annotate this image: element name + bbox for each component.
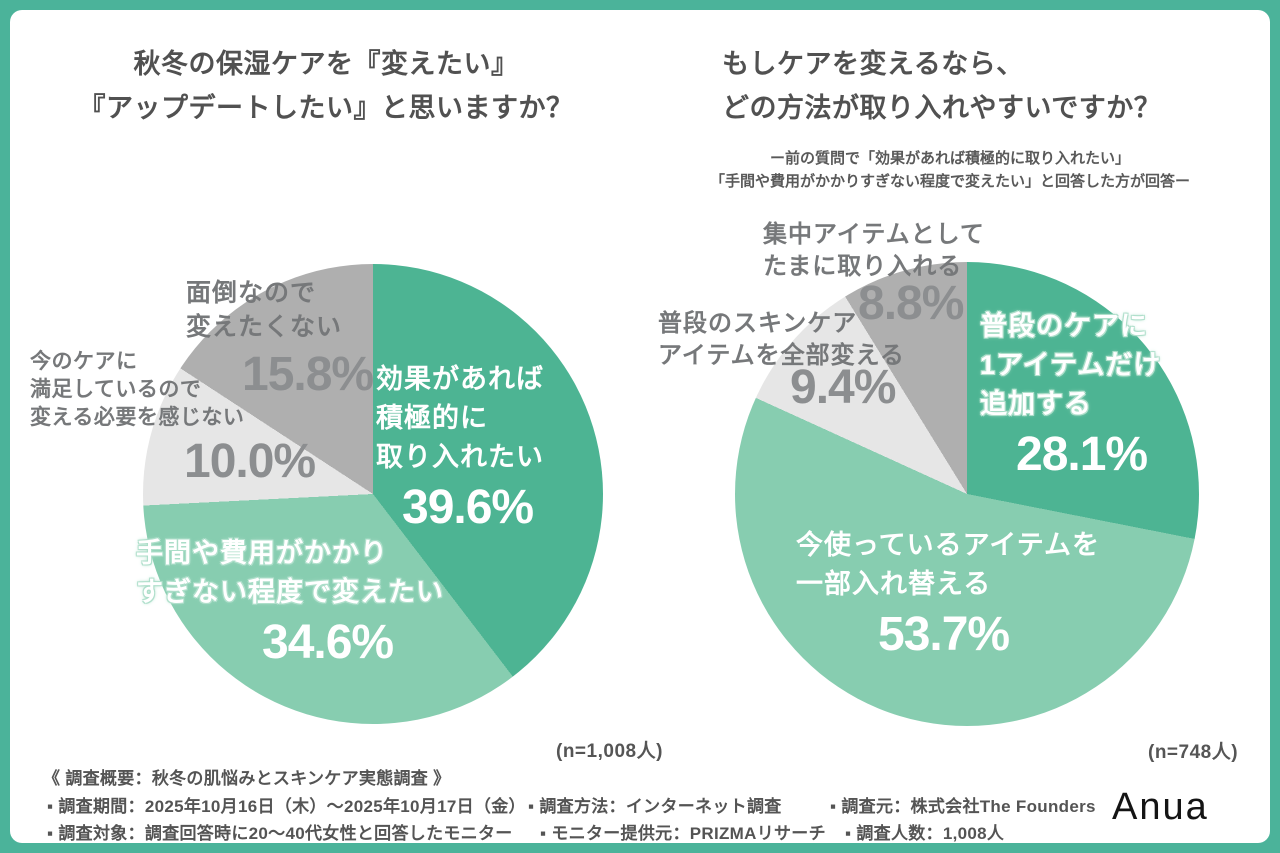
right-green-percent: 28.1% [1016,428,1148,481]
left-light-gray-line2: 満足しているので [30,378,202,401]
left-green-line3: 取り入れたい [376,442,544,472]
right-green-line1: 普段のケアに [980,311,1148,341]
left-light-gray-percent: 10.0% [184,435,316,488]
right-dark-gray-line1: 集中アイテムとして [763,221,985,248]
left-chart-title: 秋冬の保湿ケアを『変えたい』 『アップデートしたい』と思いますか？ [0,42,652,130]
left-chart-title-line1: 秋冬の保湿ケアを『変えたい』 [133,49,519,79]
right-light-green-percent: 53.7% [878,608,1010,661]
right-slice-label-green: 普段のケアに 1アイテムだけ 追加する 28.1% [980,307,1161,480]
right-light-gray-line1: 普段のスキンケア [658,310,858,337]
left-light-gray-line3: 変える必要を感じない [30,406,245,429]
right-pie-chart [735,262,1199,726]
left-slice-label-light-gray: 今のケアに 満足しているので 変える必要を感じない [30,348,244,432]
anua-logo: Anua [1112,786,1209,828]
survey-period: ▪ 調査期間：2025年10月16日（木）～2025年10月17日（金） [47,797,526,816]
survey-summary-heading: 《 調査概要：秋冬の肌悩みとスキンケア実態調査 》 [43,769,451,788]
survey-method: ▪ 調査方法：インターネット調査 [528,797,782,816]
right-light-gray-line2: アイテムを全部変える [658,342,905,369]
left-slice-label-dark-gray: 面倒なので 変えたくない [186,276,342,344]
right-chart-title-line2: どの方法が取り入れやすいですか？ [722,93,1162,123]
left-pie-chart [143,264,603,724]
right-dark-gray-percent: 8.8% [858,277,964,330]
right-chart-title-line1: もしケアを変えるなら、 [722,49,1024,79]
right-dark-gray-line2: たまに取り入れる [763,253,963,280]
right-chart-title: もしケアを変えるなら、 どの方法が取り入れやすいですか？ [722,42,1262,130]
left-dark-gray-percent: 15.8% [242,348,374,401]
left-dark-gray-line2: 変えたくない [186,313,343,341]
right-chart-subtitle: ー前の質問で「効果があれば積極的に取り入れたい」 「手間や費用がかかりすぎない程… [630,147,1270,193]
survey-target: ▪ 調査対象：調査回答時に20～40代女性と回答したモニター [47,824,513,843]
right-chart-sample-size: (n=748人) [1148,742,1239,763]
right-green-line3: 追加する [980,389,1092,419]
left-green-line2: 積極的に [376,403,488,433]
survey-respondent-count: ▪ 調査人数：1,008人 [845,824,1005,843]
right-green-line2: 1アイテムだけ [980,350,1162,380]
left-slice-label-light-green: 手間や費用がかかり すぎない程度で変えたい 34.6% [136,534,444,668]
left-slice-label-green: 効果があれば 積極的に 取り入れたい 39.6% [376,360,544,533]
right-chart-subtitle-line2: 「手間や費用がかかりすぎない程度で変えたい」と回答した方が回答ー [709,173,1190,190]
left-dark-gray-line1: 面倒なので [186,279,317,307]
left-chart-sample-size: (n=1,008人) [556,741,663,762]
left-chart-title-line2: 『アップデートしたい』と思いますか？ [78,93,574,123]
left-light-green-line2: すぎない程度で変えたい [136,577,444,607]
right-light-green-line1: 今使っているアイテムを [796,530,1100,560]
right-slice-label-light-green: 今使っているアイテムを 一部入れ替える 53.7% [796,526,1100,660]
left-green-percent: 39.6% [402,481,534,534]
survey-source: ▪ 調査元：株式会社The Founders [830,797,1096,816]
survey-monitor-provider: ▪ モニター提供元：PRIZMAリサーチ [540,824,826,843]
right-slice-label-dark-gray: 集中アイテムとして たまに取り入れる [763,219,985,283]
right-chart-subtitle-line1: ー前の質問で「効果があれば積極的に取り入れたい」 [769,150,1130,167]
right-light-gray-percent: 9.4% [790,361,896,414]
left-light-gray-line1: 今のケアに [30,350,138,373]
left-light-green-percent: 34.6% [262,616,394,669]
right-slice-label-light-gray: 普段のスキンケア アイテムを全部変える [658,308,905,372]
left-light-green-line1: 手間や費用がかかり [136,538,388,568]
left-green-line1: 効果があれば [376,364,544,394]
right-light-green-line2: 一部入れ替える [796,569,992,599]
